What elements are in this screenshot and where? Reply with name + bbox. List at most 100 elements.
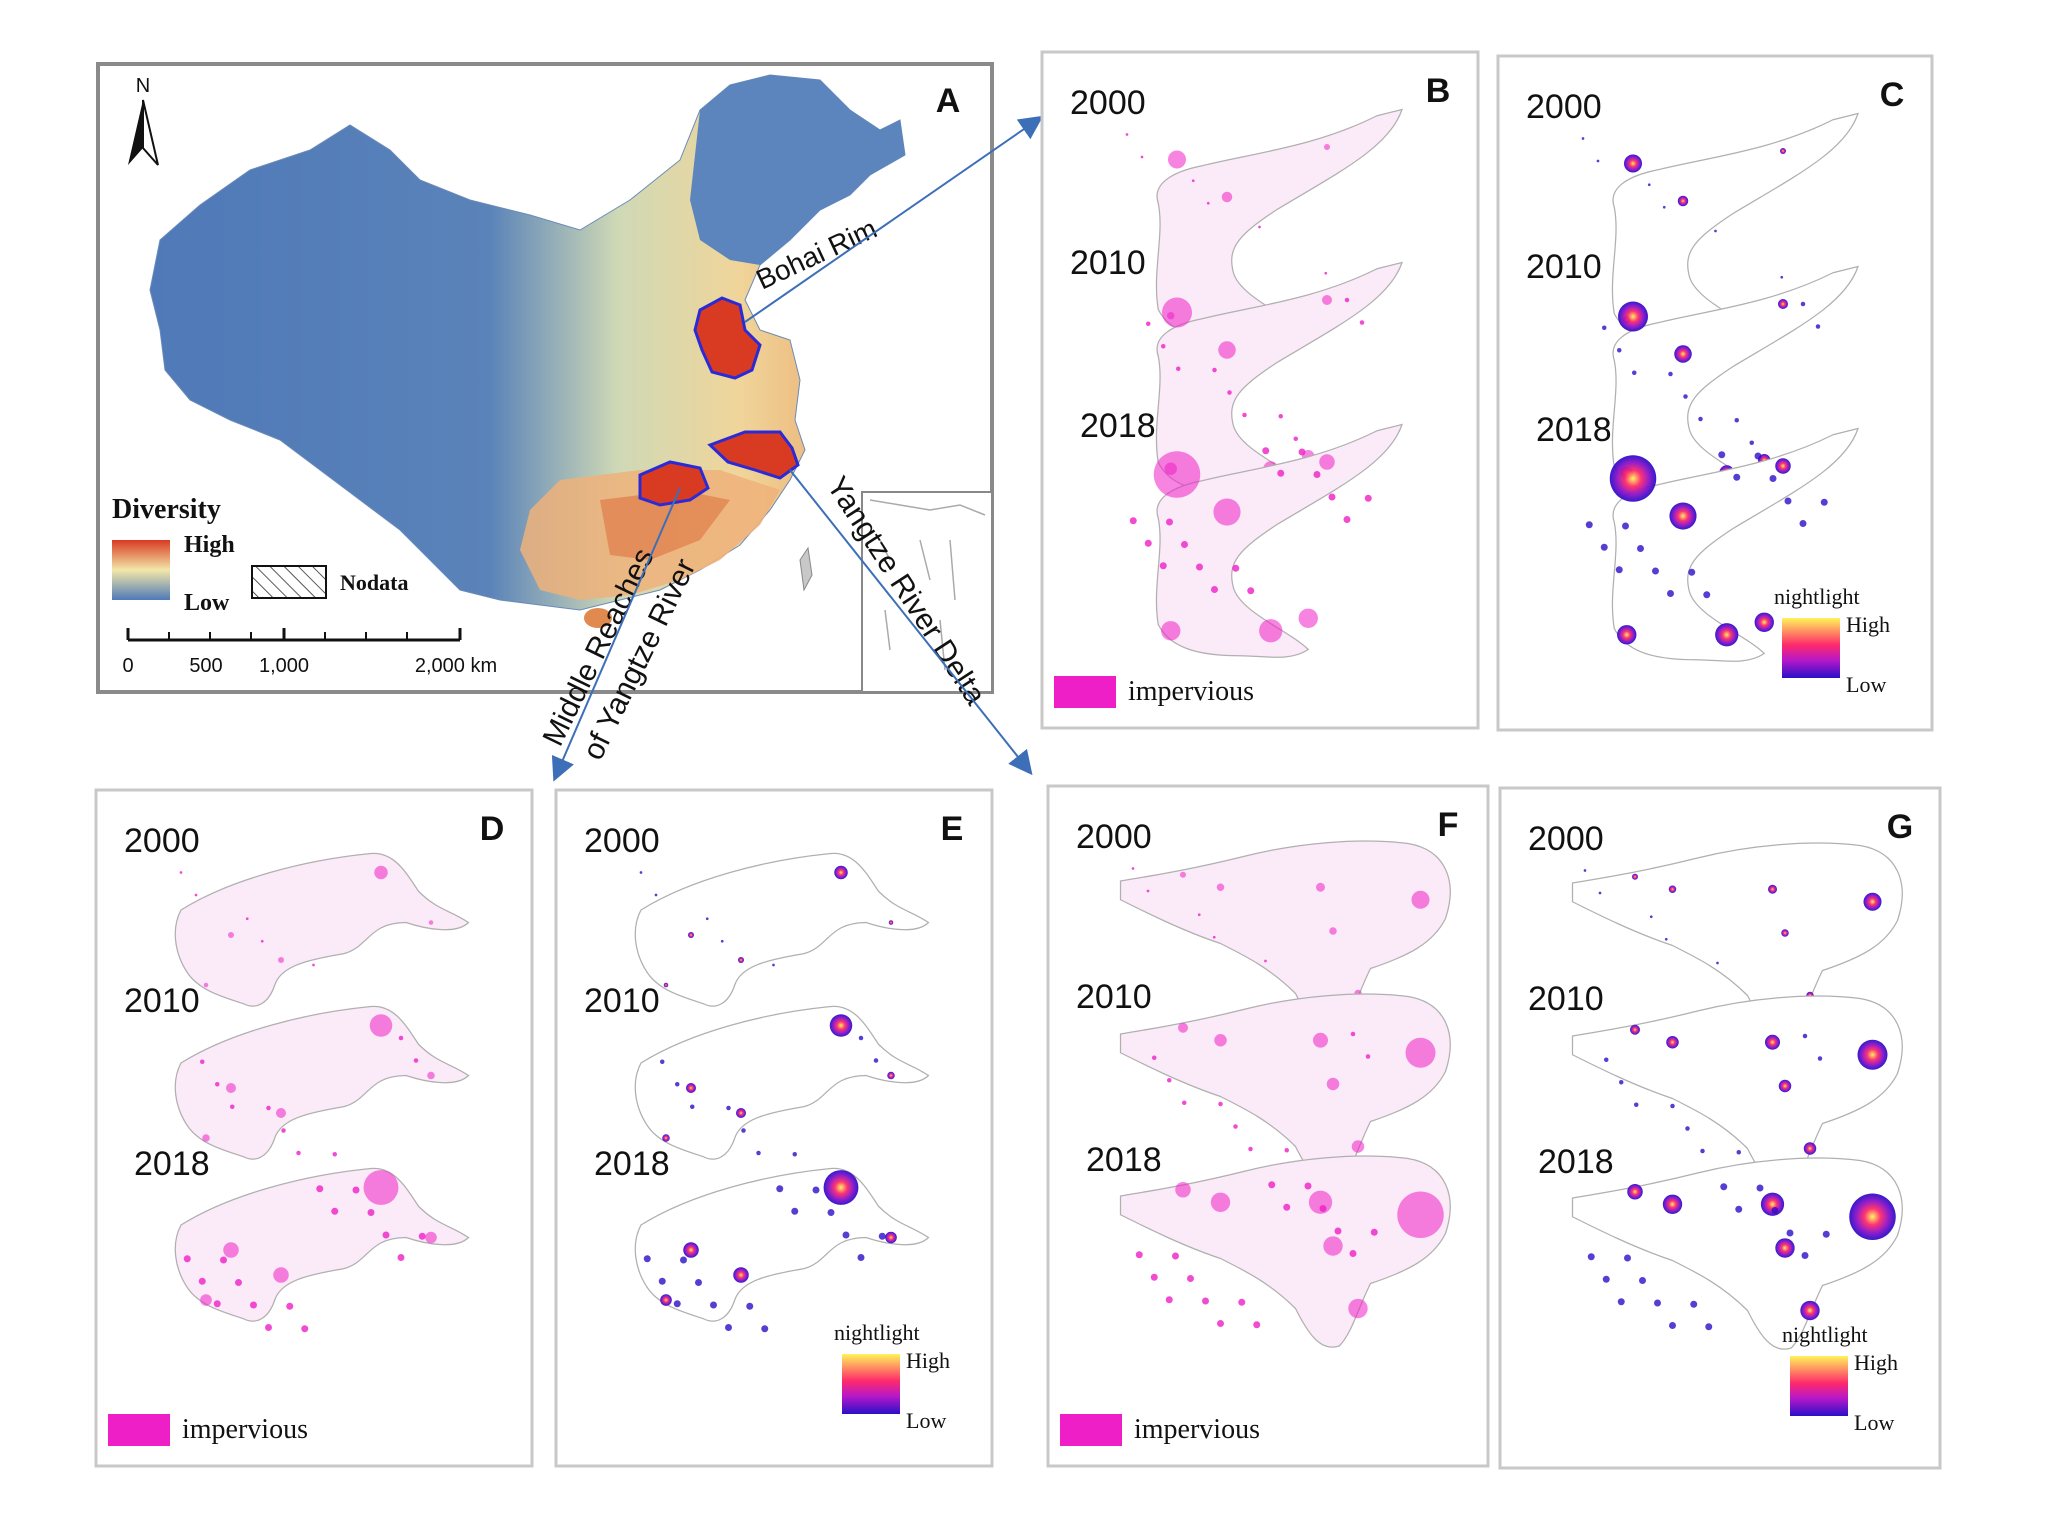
urban-dot bbox=[1166, 518, 1173, 526]
urban-dot bbox=[1140, 155, 1144, 159]
panel-letter: G bbox=[1887, 808, 1913, 846]
urban-hotspot bbox=[1221, 191, 1233, 203]
urban-hotspot bbox=[1754, 612, 1774, 632]
urban-dot bbox=[1172, 1252, 1179, 1260]
urban-hotspot bbox=[1397, 1191, 1444, 1238]
urban-hotspot bbox=[1768, 884, 1777, 894]
year-label-2000: 2000 bbox=[124, 822, 200, 860]
year-label-2010: 2010 bbox=[1526, 248, 1602, 286]
urban-dot bbox=[418, 1232, 426, 1240]
urban-hotspot bbox=[1781, 929, 1789, 937]
urban-dot bbox=[1622, 522, 1629, 530]
urban-hotspot bbox=[428, 920, 434, 925]
urban-dot bbox=[695, 1279, 702, 1286]
urban-dot bbox=[1146, 321, 1151, 326]
urban-dot bbox=[1298, 448, 1306, 456]
nightlight-legend-ramp bbox=[1790, 1356, 1848, 1416]
map-2010 bbox=[174, 1005, 470, 1179]
nightlight-legend-ramp bbox=[1782, 618, 1840, 678]
panel-d: D 2000 2010 2018 impervious bbox=[94, 788, 534, 1468]
urban-hotspot bbox=[1351, 1140, 1365, 1153]
urban-dot bbox=[1268, 1181, 1276, 1189]
urban-dot bbox=[1688, 568, 1696, 576]
year-label-2018: 2018 bbox=[1536, 411, 1612, 449]
urban-dot bbox=[1161, 344, 1166, 349]
urban-dot bbox=[1754, 452, 1762, 460]
urban-hotspot bbox=[1863, 892, 1882, 911]
urban-dot bbox=[673, 1300, 681, 1308]
urban-dot bbox=[213, 1300, 221, 1308]
urban-dot bbox=[1165, 1296, 1173, 1304]
year-label-2018: 2018 bbox=[1538, 1143, 1614, 1181]
urban-dot bbox=[1583, 869, 1587, 872]
urban-dot bbox=[316, 1185, 324, 1193]
urban-dot bbox=[1349, 1250, 1357, 1257]
urban-dot bbox=[1181, 541, 1188, 548]
urban-dot bbox=[1212, 367, 1217, 373]
urban-dot bbox=[281, 1128, 286, 1133]
region-outline bbox=[174, 1167, 470, 1322]
urban-hotspot bbox=[278, 957, 284, 963]
urban-dot bbox=[301, 1325, 309, 1333]
urban-dot bbox=[1131, 867, 1135, 870]
year-label-2000: 2000 bbox=[1528, 820, 1604, 858]
urban-hotspot bbox=[1775, 1238, 1795, 1258]
urban-dot bbox=[1802, 1033, 1808, 1039]
urban-hotspot bbox=[1322, 295, 1332, 305]
urban-dot bbox=[654, 893, 658, 897]
urban-dot bbox=[1637, 545, 1644, 552]
urban-hotspot bbox=[1800, 1300, 1820, 1321]
scale-bar: 0 500 1,000 2,000 km bbox=[122, 628, 497, 677]
region-outline bbox=[1571, 842, 1903, 1035]
urban-dot bbox=[1619, 1080, 1624, 1085]
urban-dot bbox=[1187, 1275, 1194, 1282]
urban-hotspot bbox=[736, 1108, 746, 1118]
urban-hotspot bbox=[1630, 1024, 1640, 1035]
urban-hotspot bbox=[888, 920, 894, 925]
urban-dot bbox=[266, 1105, 271, 1111]
urban-dot bbox=[1365, 1054, 1371, 1059]
urban-dot bbox=[1668, 371, 1673, 377]
urban-hotspot bbox=[1609, 455, 1657, 502]
nightlight-legend-title: nightlight bbox=[834, 1320, 920, 1345]
urban-dot bbox=[746, 1302, 754, 1310]
urban-dot bbox=[1815, 324, 1821, 329]
urban-dot bbox=[1718, 451, 1726, 459]
urban-dot bbox=[1359, 320, 1365, 325]
svg-text:500: 500 bbox=[189, 655, 222, 677]
year-label-2010: 2010 bbox=[124, 982, 200, 1020]
urban-dot bbox=[1581, 137, 1585, 140]
urban-dot bbox=[1756, 1184, 1764, 1192]
urban-dot bbox=[413, 1058, 419, 1063]
urban-hotspot bbox=[1780, 148, 1786, 154]
urban-dot bbox=[1364, 494, 1372, 502]
diversity-legend-high: High bbox=[184, 532, 235, 558]
urban-hotspot bbox=[1218, 341, 1236, 359]
panel-letter: D bbox=[480, 810, 505, 848]
urban-hotspot bbox=[1180, 871, 1186, 878]
urban-dot bbox=[1182, 1100, 1187, 1105]
urban-hotspot bbox=[1298, 608, 1318, 628]
urban-hotspot bbox=[1669, 502, 1697, 530]
urban-dot bbox=[1600, 543, 1608, 551]
urban-hotspot bbox=[1778, 299, 1788, 309]
urban-dot bbox=[1667, 590, 1674, 597]
panel-g: G 2000 2010 2018 nightlight High Low bbox=[1498, 786, 1942, 1470]
nodata-label: Nodata bbox=[340, 570, 408, 595]
urban-dot bbox=[397, 1254, 405, 1261]
urban-dot bbox=[675, 1082, 680, 1087]
hainan-island bbox=[584, 608, 612, 628]
urban-dot bbox=[1129, 517, 1137, 525]
region-outline bbox=[1119, 993, 1451, 1186]
urban-dot bbox=[1683, 394, 1688, 399]
urban-dot bbox=[235, 1279, 242, 1286]
map-2018 bbox=[174, 1167, 470, 1333]
urban-hotspot bbox=[662, 1134, 670, 1142]
middle-yangtze-region bbox=[638, 460, 710, 507]
urban-hotspot bbox=[686, 1083, 696, 1093]
urban-hotspot bbox=[1775, 458, 1791, 474]
urban-dot bbox=[726, 1105, 731, 1111]
year-label-2000: 2000 bbox=[1526, 88, 1602, 126]
urban-dot bbox=[1654, 1299, 1661, 1307]
urban-hotspot bbox=[1405, 1037, 1436, 1068]
